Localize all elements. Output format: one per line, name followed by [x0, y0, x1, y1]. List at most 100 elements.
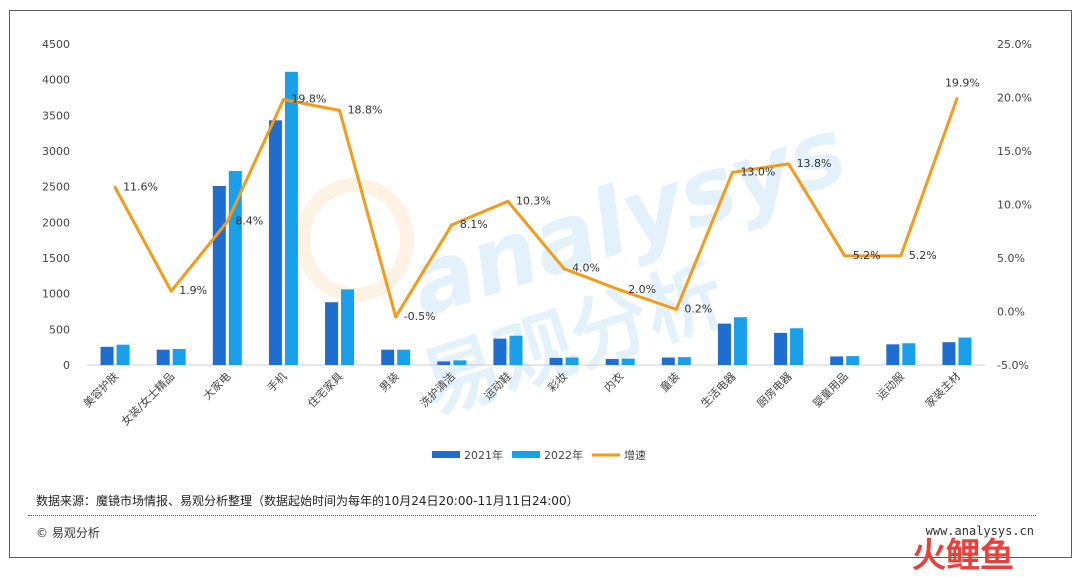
y-right-tick-label: 10.0%: [997, 199, 1032, 212]
growth-data-label: 1.9%: [179, 284, 207, 297]
corner-logo: 火鲤鱼: [912, 536, 1014, 573]
bar-series-2: [397, 349, 411, 365]
bar-series-2: [172, 348, 186, 365]
legend-label: 2022年: [544, 448, 583, 462]
growth-data-label: 0.2%: [684, 302, 712, 315]
y-right-tick-label: -5.0%: [997, 359, 1029, 372]
legend-swatch: [432, 451, 460, 458]
y-left-tick-label: 4000: [42, 74, 70, 87]
growth-point: [787, 162, 791, 166]
bar-series-1: [212, 185, 226, 365]
growth-point: [899, 254, 903, 258]
y-left-tick-label: 3500: [42, 109, 70, 122]
growth-point: [225, 220, 229, 224]
x-category-label: 家装主材: [922, 369, 963, 410]
bar-series-1: [100, 346, 114, 365]
bar-series-2: [846, 356, 860, 365]
x-category-label: 男装: [377, 370, 402, 395]
bar-series-1: [774, 332, 788, 365]
y-right-axis: -5.0% 0.0% 5.0% 10.0% 15.0% 20.0% 25.0%: [997, 38, 1032, 372]
growth-data-label: 10.3%: [516, 194, 551, 207]
bar-series-1: [493, 338, 507, 365]
x-category-label: 运动服: [874, 370, 907, 403]
bar-series-1: [830, 356, 844, 365]
bar-series-1: [886, 344, 900, 365]
growth-data-label: 2.0%: [628, 283, 656, 296]
bar-series-1: [605, 358, 619, 365]
footer-divider: [28, 515, 1036, 516]
growth-point: [169, 289, 173, 293]
y-right-tick-label: 5.0%: [997, 252, 1025, 265]
growth-point: [338, 108, 342, 112]
x-category-label: 大家电: [200, 369, 233, 402]
growth-point: [674, 307, 678, 311]
bar-series-1: [661, 357, 675, 365]
combo-chart: analysys 易观分析 05001000150020002500300035…: [42, 38, 1032, 462]
bar-series-2: [509, 335, 523, 365]
y-left-tick-label: 1000: [42, 288, 70, 301]
bar-series-2: [565, 357, 579, 365]
growth-data-label: 11.6%: [123, 180, 158, 193]
growth-line: [113, 98, 959, 319]
bar-series-2: [621, 358, 635, 365]
legend-swatch: [512, 451, 540, 458]
y-right-tick-label: 0.0%: [997, 306, 1025, 319]
growth-point: [562, 267, 566, 271]
y-left-axis: 0 500 1000 1500 2000 2500 3000 3500 4000 4500: [42, 38, 70, 372]
growth-data-label: 5.2%: [909, 249, 937, 262]
bar-series-2: [902, 343, 916, 365]
growth-data-label: 13.8%: [797, 157, 832, 170]
growth-data-label: 19.9%: [945, 77, 980, 90]
growth-data-label: 4.0%: [572, 262, 600, 275]
y-right-tick-label: 20.0%: [997, 92, 1032, 105]
growth-point: [955, 97, 959, 101]
growth-point: [450, 223, 454, 227]
y-right-tick-label: 15.0%: [997, 145, 1032, 158]
legend: 2021年 2022年 增速: [432, 448, 646, 462]
y-left-tick-label: 4500: [42, 38, 70, 51]
growth-point: [113, 185, 117, 189]
bar-series-2: [677, 357, 691, 365]
x-category-label: 婴童用品: [810, 369, 851, 410]
bar-series-2: [341, 289, 355, 365]
bar-series-2: [116, 344, 130, 365]
y-left-tick-label: 3000: [42, 145, 70, 158]
y-right-tick-label: 25.0%: [997, 38, 1032, 51]
legend-label: 2021年: [464, 448, 503, 462]
bar-series-2: [228, 170, 242, 365]
bar-series-1: [942, 342, 956, 365]
bar-series-1: [717, 323, 731, 365]
growth-data-label: 18.8%: [348, 103, 383, 116]
growth-point: [618, 288, 622, 292]
growth-data-label: 8.4%: [235, 215, 263, 228]
copyright-text: © 易观分析: [36, 526, 100, 540]
bar-series-2: [453, 360, 467, 365]
bar-series-1: [437, 361, 451, 365]
y-left-tick-label: 0: [63, 359, 70, 372]
bar-series-2: [958, 337, 972, 365]
bar-series-1: [156, 349, 170, 365]
x-category-label: 生活电器: [698, 369, 739, 410]
chart-frame: [9, 10, 1072, 558]
x-category-label: 厨房电器: [754, 370, 794, 410]
y-left-tick-label: 500: [49, 323, 70, 336]
bar-series-2: [790, 328, 804, 365]
growth-point: [730, 170, 734, 174]
growth-data-label: -0.5%: [404, 310, 436, 323]
growth-point: [843, 254, 847, 258]
bars: [100, 71, 972, 366]
bar-series-1: [549, 357, 563, 365]
x-category-label: 童装: [657, 369, 682, 394]
growth-line-layer: 11.6% 1.9% 8.4% 19.8% 18.8% -0.5% 8.1% 10.3% 4.0…: [113, 77, 980, 323]
bar-series-1: [381, 349, 395, 365]
y-left-tick-label: 1500: [42, 252, 70, 265]
growth-data-label: 19.8%: [291, 93, 326, 106]
y-left-tick-label: 2000: [42, 216, 70, 229]
growth-point: [281, 98, 285, 102]
x-category-label: 手机: [264, 369, 289, 394]
data-source-note: 数据来源：魔镜市场情报、易观分析整理（数据起始时间为每年的10月24日20:00…: [36, 494, 579, 508]
x-category-label: 住宅家具: [305, 369, 346, 410]
growth-point: [394, 315, 398, 319]
website-link[interactable]: www.analysys.cn: [925, 524, 1034, 538]
bar-series-2: [733, 317, 747, 365]
